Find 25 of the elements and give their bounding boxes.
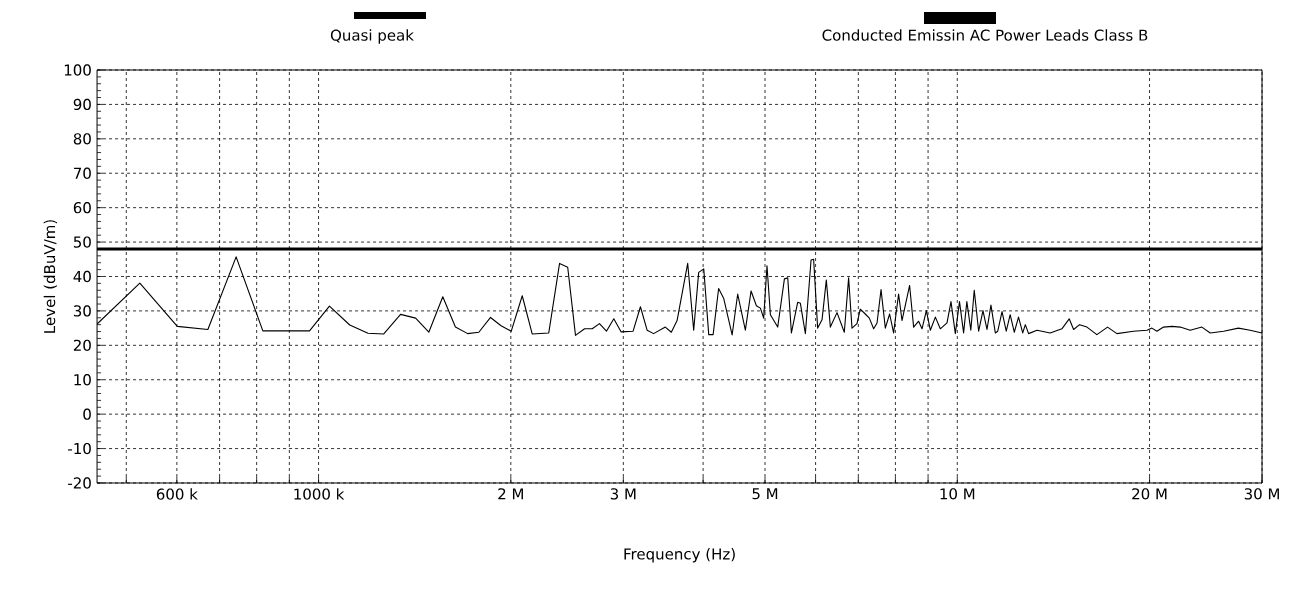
y-tick-label: 20 [73, 339, 91, 351]
y-tick-label: 70 [74, 167, 91, 179]
x-tick-label: 600 k [156, 488, 198, 500]
y-tick-label: 80 [73, 133, 91, 145]
x-tick-label: 30 M [1244, 488, 1279, 500]
x-tick-label: 5 M [752, 488, 778, 500]
legend-label: Quasi peak [330, 29, 414, 44]
x-tick-label: 20 M [1132, 488, 1167, 500]
y-tick-label: 100 [64, 64, 91, 76]
x-axis-title: Frequency (Hz) [624, 548, 735, 563]
y-tick-label: -20 [68, 477, 91, 489]
y-tick-label: 0 [83, 408, 91, 420]
y-tick-label: 30 [73, 305, 91, 317]
y-tick-label: 90 [73, 98, 91, 111]
legend-label: Conducted Emissin AC Power Leads Class B [822, 29, 1148, 41]
y-tick-label: 50 [73, 236, 91, 248]
x-tick-label: 2 M [498, 488, 523, 500]
x-tick-label: 3 M [610, 488, 636, 500]
y-tick-label: 60 [73, 201, 91, 214]
y-tick-label: 40 [73, 270, 91, 283]
y-tick-label: 10 [74, 374, 91, 386]
y-axis-title: Level (dBuV/m) [43, 220, 58, 333]
x-tick-label: 10 M [940, 488, 975, 500]
y-tick-label: -10 [68, 442, 91, 455]
x-tick-label: 1000 k [294, 488, 345, 500]
